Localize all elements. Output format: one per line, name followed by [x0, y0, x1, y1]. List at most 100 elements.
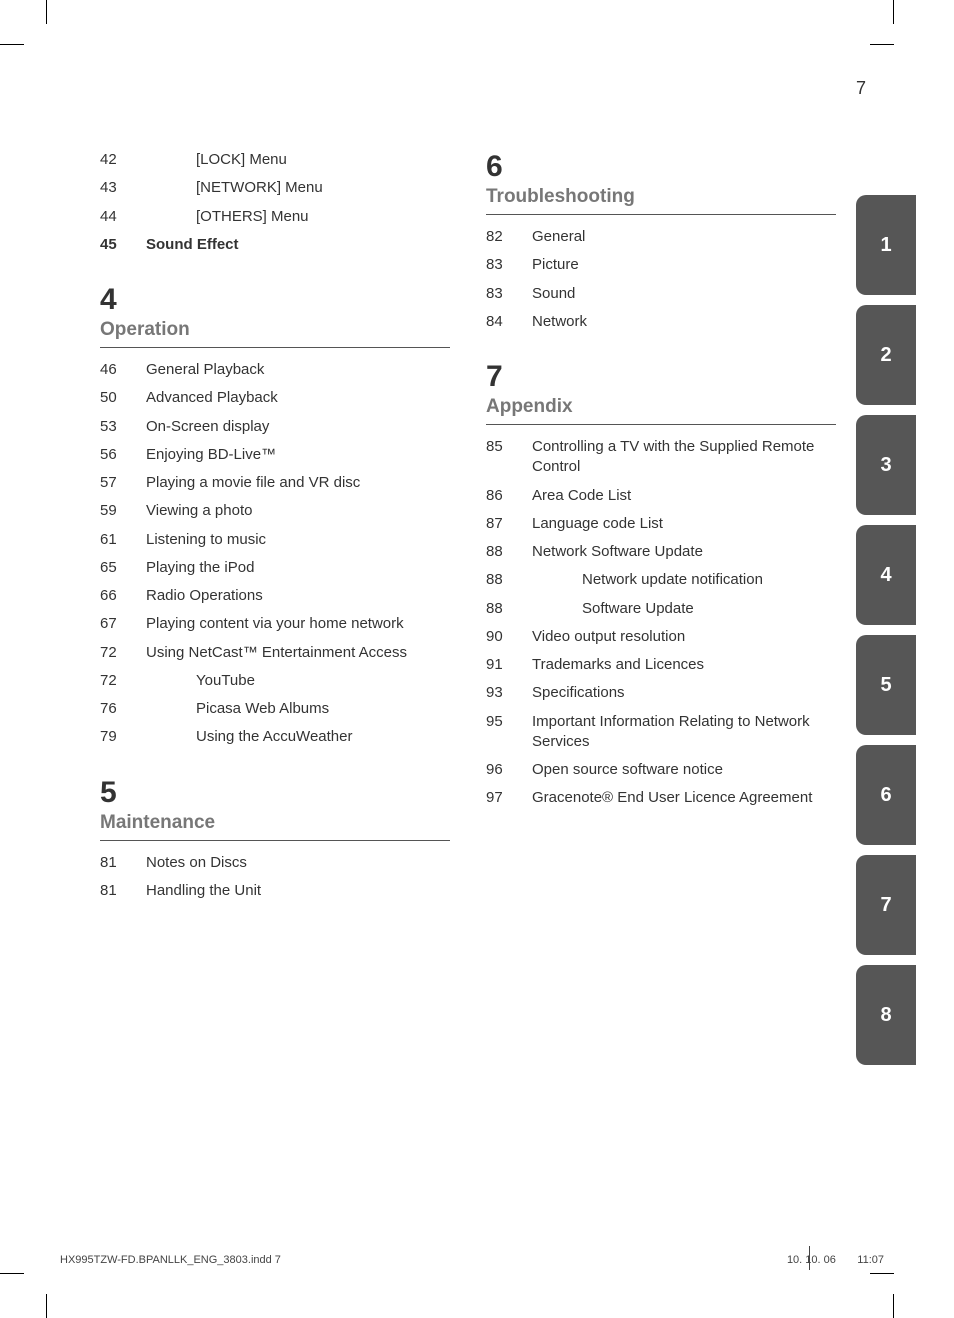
toc-page-number: 83 [486, 255, 532, 275]
side-tab-4[interactable]: 4 [856, 525, 916, 625]
toc-entry-text: Advanced Playback [146, 388, 450, 408]
side-tab-3[interactable]: 3 [856, 415, 916, 515]
toc-page-number: 97 [486, 788, 532, 808]
toc-entry-text: Network update notification [532, 570, 836, 590]
toc-entry-text: Using the AccuWeather [146, 727, 450, 747]
toc-row: 50Advanced Playback [100, 388, 450, 408]
toc-page-number: 72 [100, 643, 146, 663]
toc-page-number: 65 [100, 558, 146, 578]
toc-page-number: 87 [486, 514, 532, 534]
section-title: Troubleshooting [486, 186, 836, 215]
toc-row: 84Network [486, 312, 836, 332]
section-title: Appendix [486, 396, 836, 425]
toc-column-right: 6Troubleshooting82General83Picture83Soun… [486, 150, 836, 909]
toc-row: 79Using the AccuWeather [100, 727, 450, 747]
toc-row: 61Listening to music [100, 530, 450, 550]
toc-entry-text: Viewing a photo [146, 501, 450, 521]
toc-row: 87Language code List [486, 514, 836, 534]
toc-row: 96Open source software notice [486, 760, 836, 780]
crop-mark [0, 44, 24, 45]
toc-entry-text: Software Update [532, 599, 836, 619]
toc-page-number: 44 [100, 207, 146, 227]
toc-row: 83Picture [486, 255, 836, 275]
toc-entry-text: Area Code List [532, 486, 836, 506]
toc-row: 65Playing the iPod [100, 558, 450, 578]
toc-page-number: 85 [486, 437, 532, 457]
toc-page-number: 50 [100, 388, 146, 408]
section-number: 5 [100, 776, 450, 810]
side-tab-6[interactable]: 6 [856, 745, 916, 845]
toc-entry-text: Picture [532, 255, 836, 275]
toc-page-number: 56 [100, 445, 146, 465]
toc-page-number: 66 [100, 586, 146, 606]
toc-entry-text: Sound [532, 284, 836, 304]
toc-entry-text: Playing a movie file and VR disc [146, 473, 450, 493]
toc-row: 56Enjoying BD-Live™ [100, 445, 450, 465]
page: 7 42[LOCK] Menu43[NETWORK] Menu44[OTHERS… [0, 0, 954, 1318]
side-tab-1[interactable]: 1 [856, 195, 916, 295]
toc-page-number: 96 [486, 760, 532, 780]
toc-entry-text: Gracenote® End User Licence Agreement [532, 788, 836, 808]
toc-row: 81Notes on Discs [100, 853, 450, 873]
toc-entry-text: Listening to music [146, 530, 450, 550]
side-tabs: 12345678 [856, 195, 916, 1065]
side-tab-7[interactable]: 7 [856, 855, 916, 955]
toc-page-number: 57 [100, 473, 146, 493]
page-number: 7 [856, 78, 866, 99]
toc-entry-text: General [532, 227, 836, 247]
toc-page-number: 91 [486, 655, 532, 675]
toc-row: 45Sound Effect [100, 235, 450, 255]
section-title: Operation [100, 319, 450, 348]
toc-page-number: 79 [100, 727, 146, 747]
section-number: 6 [486, 150, 836, 184]
toc-row: 53On-Screen display [100, 417, 450, 437]
toc-entry-text: [NETWORK] Menu [146, 178, 450, 198]
crop-mark [870, 1273, 894, 1274]
toc-entry-text: Handling the Unit [146, 881, 450, 901]
toc-page-number: 90 [486, 627, 532, 647]
toc-entry-text: Open source software notice [532, 760, 836, 780]
side-tab-2[interactable]: 2 [856, 305, 916, 405]
toc-page-number: 95 [486, 712, 532, 732]
toc-page-number: 72 [100, 671, 146, 691]
footer-separator [809, 1246, 810, 1270]
footer-filename: HX995TZW-FD.BPANLLK_ENG_3803.indd 7 [60, 1254, 281, 1266]
section-number: 4 [100, 283, 450, 317]
toc-row: 88Software Update [486, 599, 836, 619]
toc-page-number: 81 [100, 881, 146, 901]
toc-row: 76Picasa Web Albums [100, 699, 450, 719]
toc-row: 43[NETWORK] Menu [100, 178, 450, 198]
toc-row: 72Using NetCast™ Entertainment Access [100, 643, 450, 663]
section-title: Maintenance [100, 812, 450, 841]
toc-content: 42[LOCK] Menu43[NETWORK] Menu44[OTHERS] … [100, 150, 850, 909]
side-tab-8[interactable]: 8 [856, 965, 916, 1065]
footer: HX995TZW-FD.BPANLLK_ENG_3803.indd 7 10. … [60, 1254, 884, 1266]
side-tab-5[interactable]: 5 [856, 635, 916, 735]
toc-page-number: 93 [486, 683, 532, 703]
toc-row: 88Network update notification [486, 570, 836, 590]
footer-date: 10. 10. 06 [787, 1254, 836, 1266]
toc-entry-text: Notes on Discs [146, 853, 450, 873]
toc-row: 46General Playback [100, 360, 450, 380]
toc-entry-text: On-Screen display [146, 417, 450, 437]
toc-row: 95Important Information Relating to Netw… [486, 712, 836, 753]
crop-mark [46, 1294, 47, 1318]
crop-mark [870, 44, 894, 45]
toc-row: 91Trademarks and Licences [486, 655, 836, 675]
toc-entry-text: Picasa Web Albums [146, 699, 450, 719]
toc-page-number: 46 [100, 360, 146, 380]
toc-row: 66Radio Operations [100, 586, 450, 606]
footer-right: 10. 10. 06 11:07 [787, 1254, 884, 1266]
toc-row: 81Handling the Unit [100, 881, 450, 901]
toc-entry-text: Playing content via your home network [146, 614, 450, 634]
toc-entry-text: Radio Operations [146, 586, 450, 606]
toc-page-number: 88 [486, 599, 532, 619]
toc-page-number: 53 [100, 417, 146, 437]
toc-page-number: 59 [100, 501, 146, 521]
toc-entry-text: [LOCK] Menu [146, 150, 450, 170]
toc-entry-text: Trademarks and Licences [532, 655, 836, 675]
crop-mark [0, 1273, 24, 1274]
toc-entry-text: Specifications [532, 683, 836, 703]
footer-time: 11:07 [857, 1254, 884, 1266]
toc-row: 59Viewing a photo [100, 501, 450, 521]
